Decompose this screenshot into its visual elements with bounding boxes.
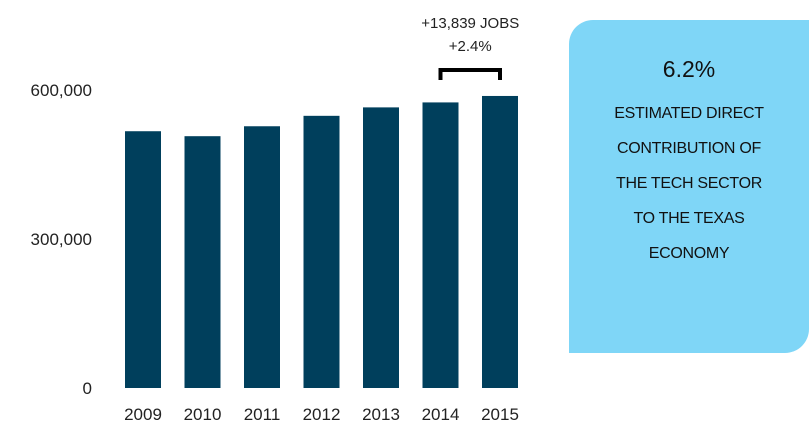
callout-line: THE TECH SECTOR xyxy=(615,175,763,192)
bars-group xyxy=(125,95,518,389)
bar-2009 xyxy=(125,131,161,388)
bar-chart: 0 300,000 600,000 2009 2010 2011 2012 2013 2014… xyxy=(31,15,520,424)
growth-annotation: +13,839 JOBS +2.4% xyxy=(421,15,519,80)
y-tick-label: 300,000 xyxy=(31,230,92,249)
x-tick-label: 2012 xyxy=(303,405,341,424)
y-tick-label: 600,000 xyxy=(31,81,92,100)
annotation-bracket xyxy=(438,68,502,80)
x-axis: 2009 2010 2011 2012 2013 2014 2015 xyxy=(124,405,519,424)
callout-line: TO THE TEXAS xyxy=(633,210,745,227)
bar-2014 xyxy=(422,102,459,389)
callout-line: CONTRIBUTION OF xyxy=(617,140,761,157)
x-tick-label: 2009 xyxy=(124,405,162,424)
bar-2015 xyxy=(482,95,518,389)
x-tick-label: 2011 xyxy=(244,405,281,424)
y-axis: 0 300,000 600,000 xyxy=(31,81,92,398)
callout-box: 6.2% ESTIMATED DIRECT CONTRIBUTION OF TH… xyxy=(569,20,809,353)
x-tick-label: 2015 xyxy=(481,405,519,424)
x-tick-label: 2013 xyxy=(362,405,400,424)
annotation-jobs-label: +13,839 JOBS xyxy=(421,15,519,32)
callout-value: 6.2% xyxy=(662,56,716,82)
bar-2012 xyxy=(303,115,340,389)
annotation-percent-label: +2.4% xyxy=(449,38,492,55)
bar-2013 xyxy=(363,107,399,388)
x-tick-label: 2014 xyxy=(422,405,460,424)
callout-line: ECONOMY xyxy=(648,245,730,262)
y-tick-label: 0 xyxy=(83,379,92,398)
callout-line: ESTIMATED DIRECT xyxy=(614,105,764,122)
bar-2011 xyxy=(244,126,280,389)
bar-2010 xyxy=(184,136,221,388)
x-tick-label: 2010 xyxy=(184,405,222,424)
